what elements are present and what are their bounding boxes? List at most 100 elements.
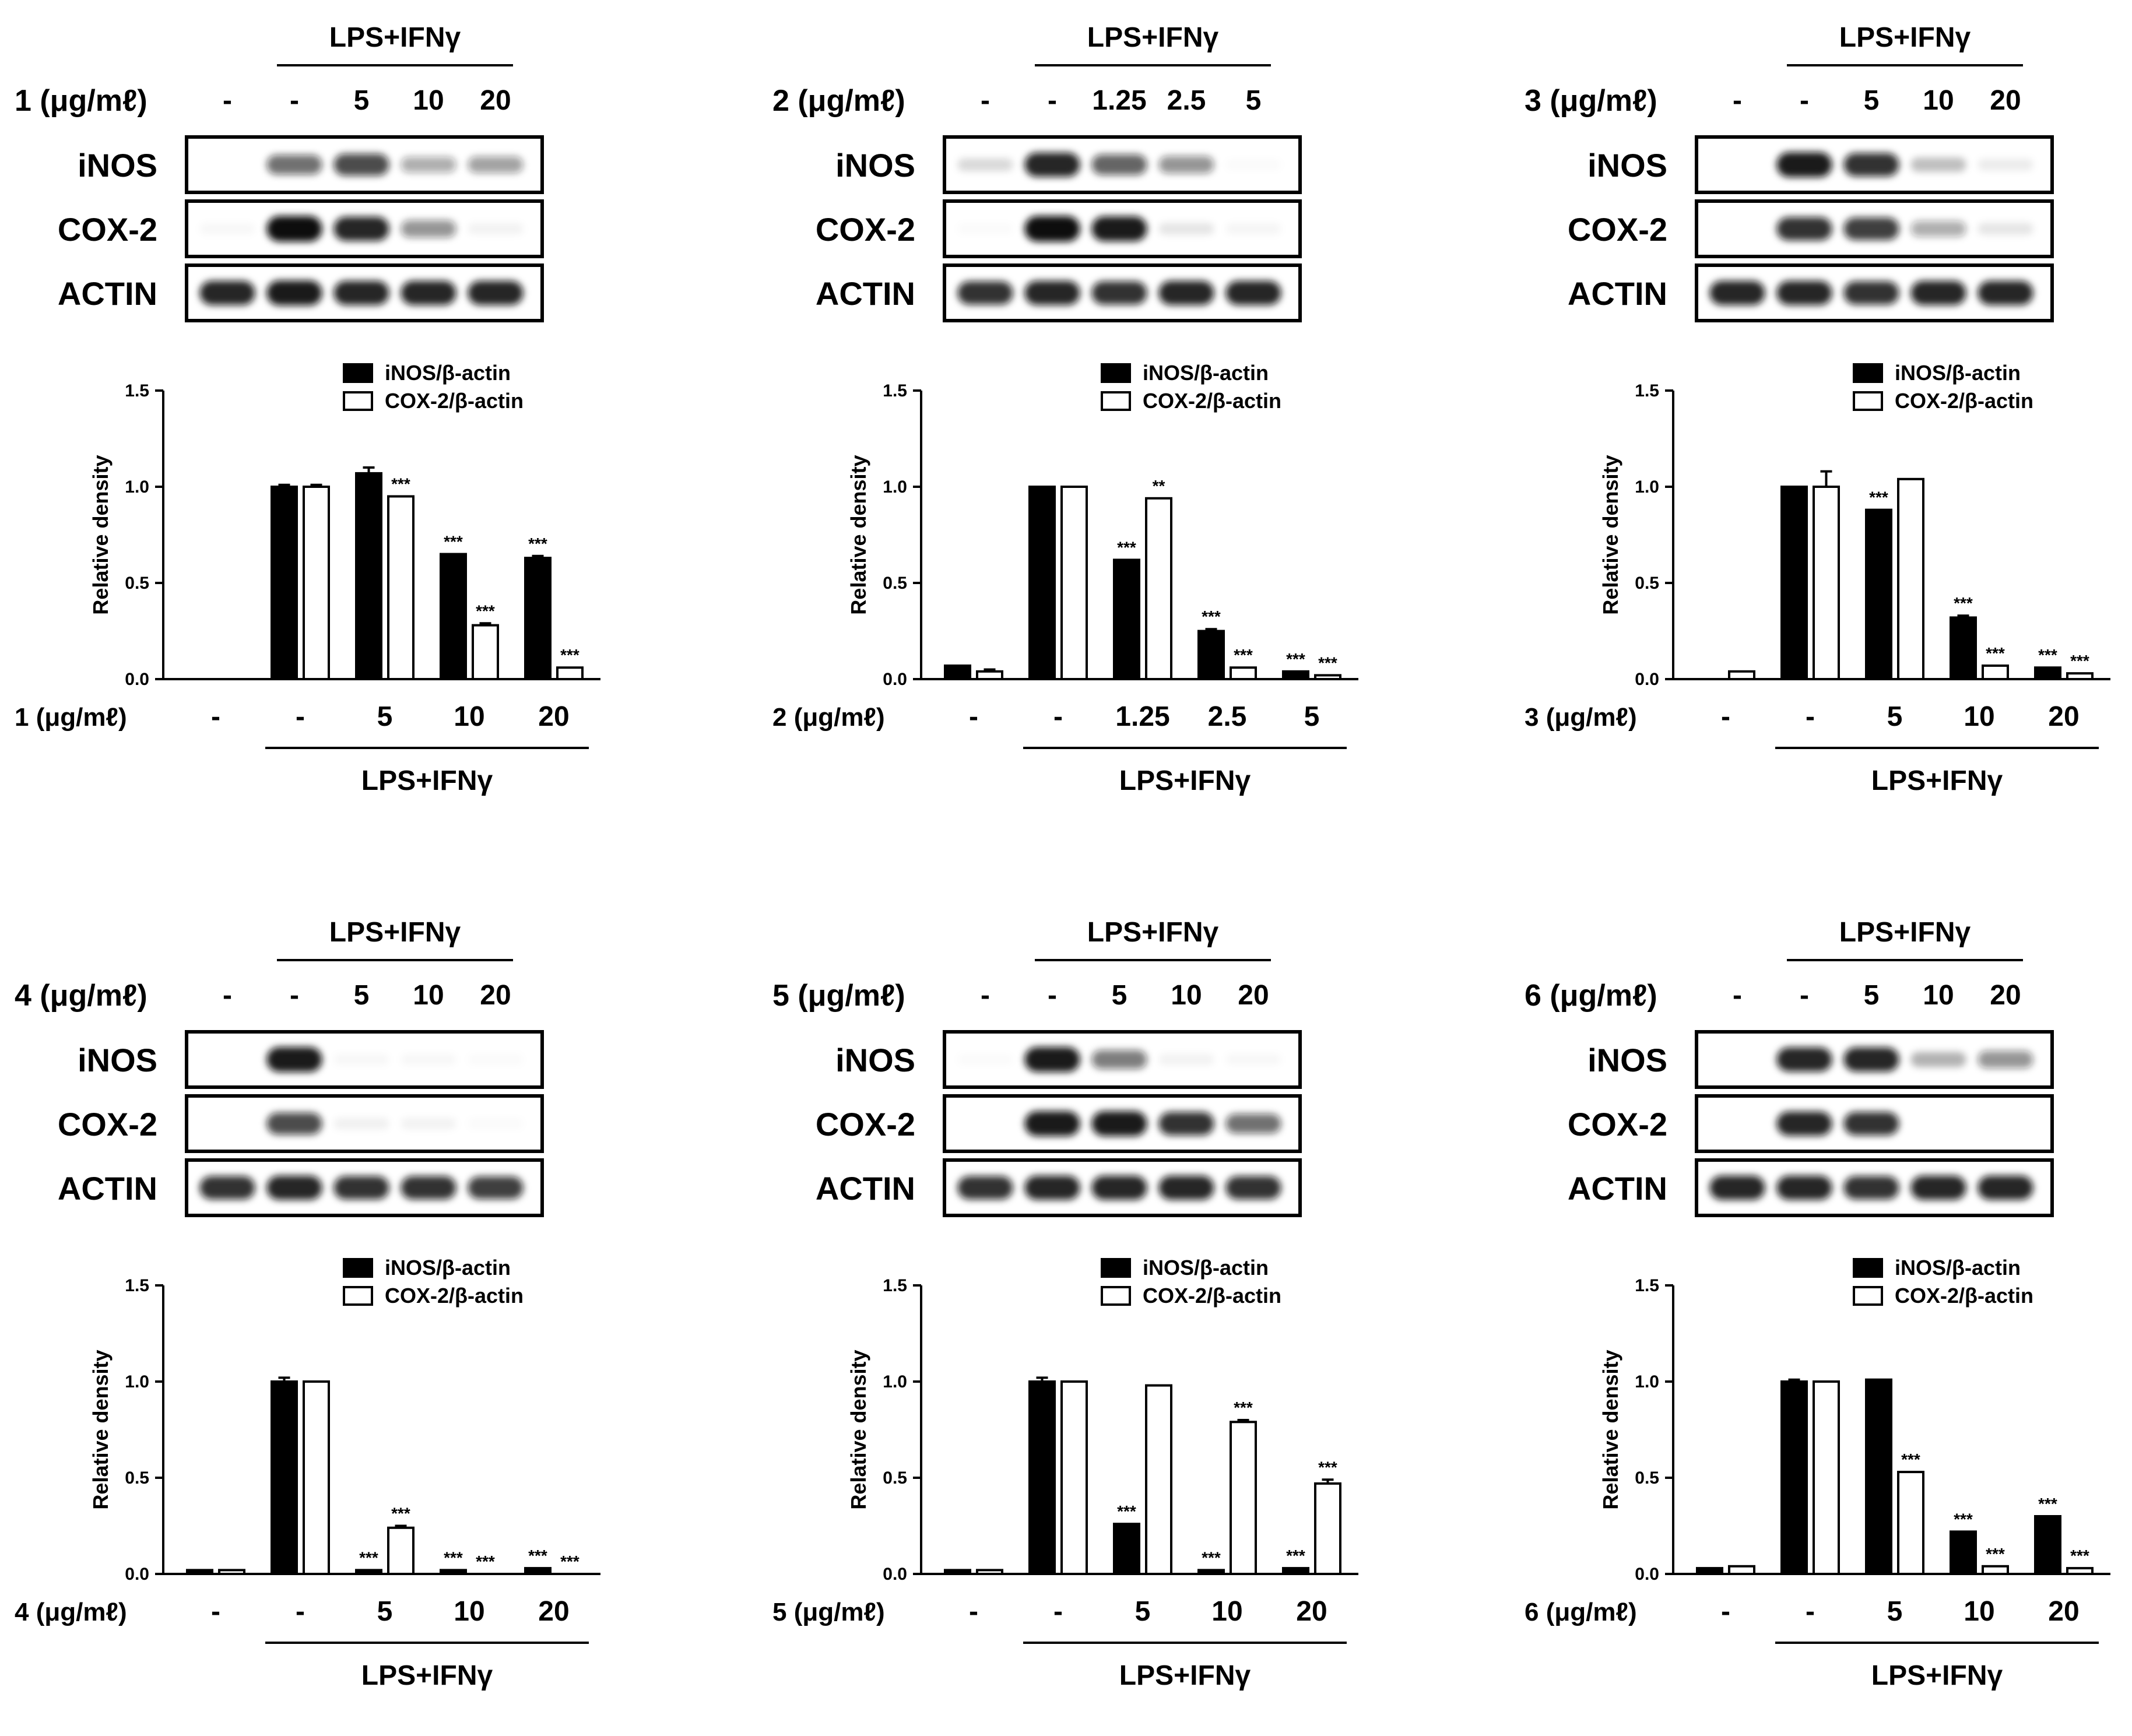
blot-row-label: COX-2 xyxy=(816,1106,915,1143)
chart-dose-label: - xyxy=(1721,1596,1730,1627)
bar-cox2 xyxy=(303,1380,330,1575)
bar-cox2 xyxy=(1314,1482,1341,1576)
blot-dose-label: 5 xyxy=(354,980,370,1011)
significance-label: *** xyxy=(1234,1398,1253,1417)
blot-band xyxy=(333,153,389,176)
blot-band xyxy=(401,156,456,173)
blot-band xyxy=(1225,1176,1281,1200)
blot-band xyxy=(1910,157,1966,172)
blot-treatment-label: LPS+IFNγ xyxy=(329,22,461,53)
blot-row-label: iNOS xyxy=(1587,1042,1667,1078)
blot-row-label: ACTIN xyxy=(1568,1170,1667,1207)
blot-band xyxy=(334,1054,389,1065)
significance-label: *** xyxy=(1117,538,1136,556)
legend-swatch-cox2 xyxy=(343,1286,373,1306)
blot-band xyxy=(1158,156,1214,174)
blot-treatment-label: LPS+IFNγ xyxy=(1087,917,1219,948)
blot-band xyxy=(266,216,322,242)
blot-band xyxy=(1024,280,1080,305)
blot-dose-label: - xyxy=(223,980,232,1011)
blot-frame xyxy=(185,1094,544,1153)
legend-label: COX-2/β-actin xyxy=(1895,389,2033,413)
blot-band xyxy=(957,281,1013,305)
bar-inos xyxy=(944,664,971,681)
blot-dose-label: 20 xyxy=(480,980,511,1011)
y-tick-label: 1.0 xyxy=(883,477,907,497)
blot-band xyxy=(1158,1175,1214,1200)
blot-band xyxy=(1843,1112,1899,1136)
bar-inos xyxy=(1780,1380,1808,1575)
bar-cox2 xyxy=(556,666,584,680)
significance-label: *** xyxy=(528,535,547,553)
blot-band xyxy=(1024,216,1080,242)
significance-label: *** xyxy=(1286,650,1305,668)
significance-label: *** xyxy=(444,1548,463,1566)
y-tick-label: 0.0 xyxy=(883,1565,907,1584)
blot-band xyxy=(1776,280,1832,305)
blot-compound-label: 6 (μg/mℓ) xyxy=(1525,979,1657,1013)
blot-dose-label: 10 xyxy=(1923,85,1954,116)
bar-inos xyxy=(186,1569,213,1576)
significance-label: *** xyxy=(476,1552,495,1570)
bar-inos xyxy=(1950,1530,1977,1576)
significance-label: *** xyxy=(391,1505,410,1523)
y-tick-label: 1.0 xyxy=(125,1372,149,1391)
panel-1: LPS+IFNγ 1 (μg/mℓ) - - 5 10 20 iNOS COX-2 ACTIN iN… xyxy=(15,22,600,796)
y-axis-label: Relative density xyxy=(847,455,870,614)
chart-dose-label: 2.5 xyxy=(1208,701,1247,732)
blot-dose-label: - xyxy=(981,85,990,116)
blot-band xyxy=(200,223,255,234)
bar-inos xyxy=(944,1569,971,1576)
bar-inos xyxy=(271,486,298,680)
blot-dose-label: 5 xyxy=(1864,85,1880,116)
significance-label: *** xyxy=(1202,607,1221,625)
blot-dose-label: - xyxy=(223,85,232,116)
bar-cox2 xyxy=(387,495,415,680)
blot-band xyxy=(401,280,456,305)
bar-cox2 xyxy=(472,624,499,680)
chart-dose-label: 10 xyxy=(454,701,484,732)
y-tick-label: 1.0 xyxy=(883,1372,907,1391)
significance-label: *** xyxy=(1286,1547,1305,1565)
bar-cox2 xyxy=(1728,1565,1755,1576)
blot-dose-label: - xyxy=(981,980,990,1011)
blot-band xyxy=(333,1117,389,1130)
blot-band xyxy=(1843,153,1899,177)
bar-inos xyxy=(1197,1569,1225,1576)
significance-label: *** xyxy=(1202,1548,1221,1566)
bar-cox2 xyxy=(2066,672,2094,680)
blot-band xyxy=(1226,1054,1281,1065)
chart-dose-label: 10 xyxy=(1964,701,1994,732)
legend-label: COX-2/β-actin xyxy=(1895,1284,2033,1308)
chart-treatment-label: LPS+IFNγ xyxy=(1871,765,2003,796)
blot-row-label: COX-2 xyxy=(58,211,157,248)
blot-row-label: ACTIN xyxy=(58,275,157,312)
blot-band xyxy=(1776,1111,1832,1136)
chart-dose-label: - xyxy=(1053,701,1063,732)
legend-swatch-inos xyxy=(343,363,373,383)
chart-treatment-label: LPS+IFNγ xyxy=(1119,1660,1251,1691)
blot-row-label: ACTIN xyxy=(1568,275,1667,312)
blot-row-label: iNOS xyxy=(78,1042,157,1078)
chart-treatment-label: LPS+IFNγ xyxy=(361,1660,493,1691)
chart-compound-label: 2 (μg/mℓ) xyxy=(772,703,885,732)
blot-row-label: iNOS xyxy=(835,147,915,184)
blot-band xyxy=(1978,280,2033,305)
y-tick-label: 0.0 xyxy=(1635,670,1659,689)
bar-inos xyxy=(1282,670,1309,681)
bar-inos xyxy=(1780,486,1808,680)
blot-band xyxy=(1978,159,2033,171)
bar-inos xyxy=(2034,666,2061,680)
blot-band xyxy=(266,1175,322,1200)
chart-dose-label: 20 xyxy=(1296,1596,1327,1627)
blot-band xyxy=(957,158,1013,171)
significance-label: *** xyxy=(1986,644,2005,662)
bar-inos xyxy=(1865,1378,1892,1575)
chart-compound-label: 6 (μg/mℓ) xyxy=(1525,1598,1637,1626)
blot-dose-label: 1.25 xyxy=(1092,85,1146,116)
blot-band xyxy=(1225,280,1281,305)
blot-dose-label: - xyxy=(290,980,299,1011)
blot-band xyxy=(401,1054,456,1065)
y-tick-label: 1.0 xyxy=(125,477,149,497)
